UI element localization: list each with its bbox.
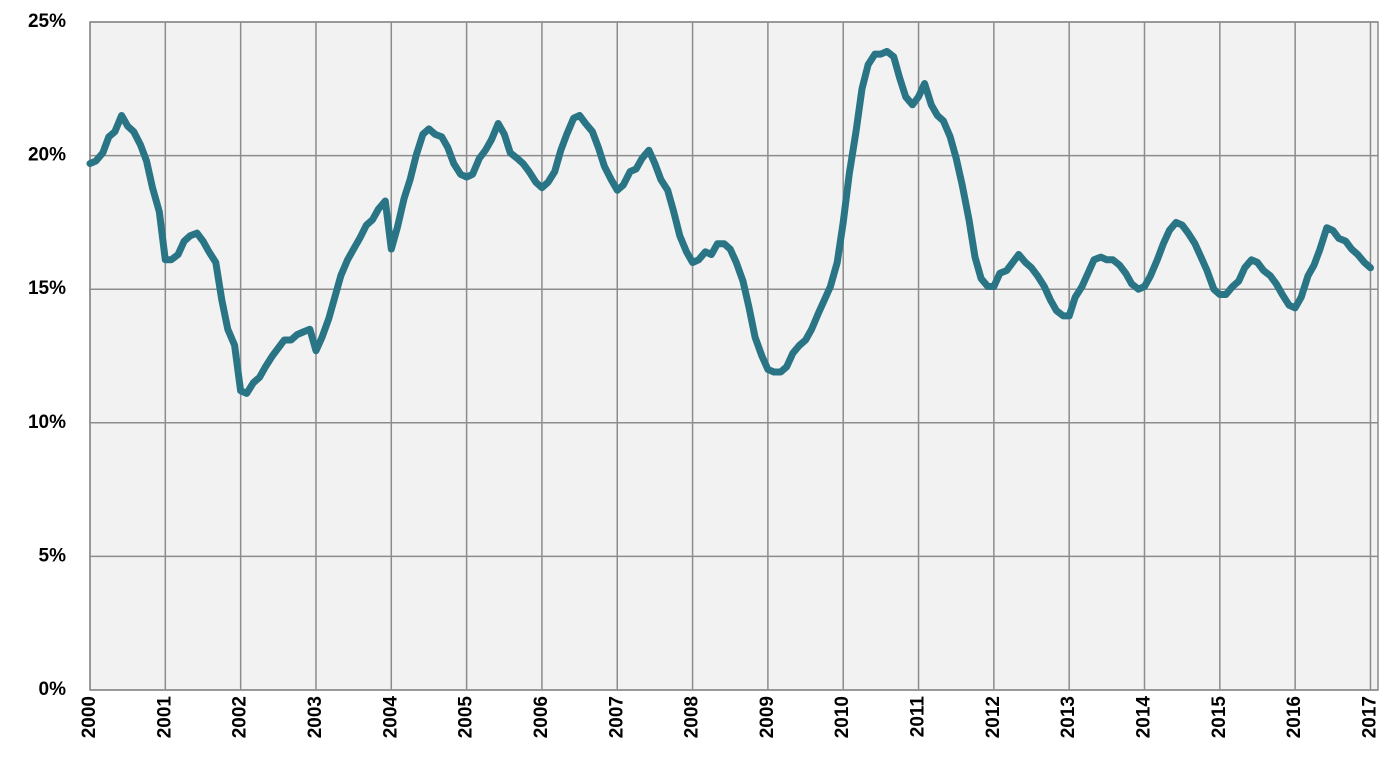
x-tick-label: 2000 (79, 696, 100, 738)
x-tick-label: 2013 (1058, 696, 1079, 738)
data-line (86, 47, 1374, 397)
x-tick-label: 2010 (832, 696, 853, 738)
x-tick-label: 2001 (154, 696, 175, 739)
y-tick-label: 5% (39, 545, 67, 566)
plot-area (89, 21, 1379, 691)
x-tick-label: 2003 (305, 696, 326, 738)
y-tick-label: 20% (28, 145, 66, 166)
x-tick-label: 2012 (983, 696, 1004, 738)
y-tick-label: 0% (39, 679, 67, 700)
x-tick-label: 2004 (380, 696, 401, 739)
x-tick-label: 2002 (230, 696, 251, 738)
x-tick-label: 2011 (908, 696, 929, 738)
x-tick-label: 2014 (1134, 696, 1155, 739)
x-tick-label: 2009 (757, 696, 778, 738)
x-tick-label: 2006 (531, 696, 552, 738)
y-tick-label: 25% (28, 11, 66, 32)
x-tick-label: 2005 (456, 696, 477, 739)
x-tick-label: 2016 (1284, 696, 1305, 738)
x-tick-label: 2015 (1209, 696, 1230, 739)
x-tick-label: 2017 (1359, 696, 1380, 738)
x-tick-label: 2007 (606, 696, 627, 738)
y-tick-label: 15% (28, 278, 66, 299)
x-tick-label: 2008 (682, 696, 703, 738)
y-tick-label: 10% (28, 412, 66, 433)
